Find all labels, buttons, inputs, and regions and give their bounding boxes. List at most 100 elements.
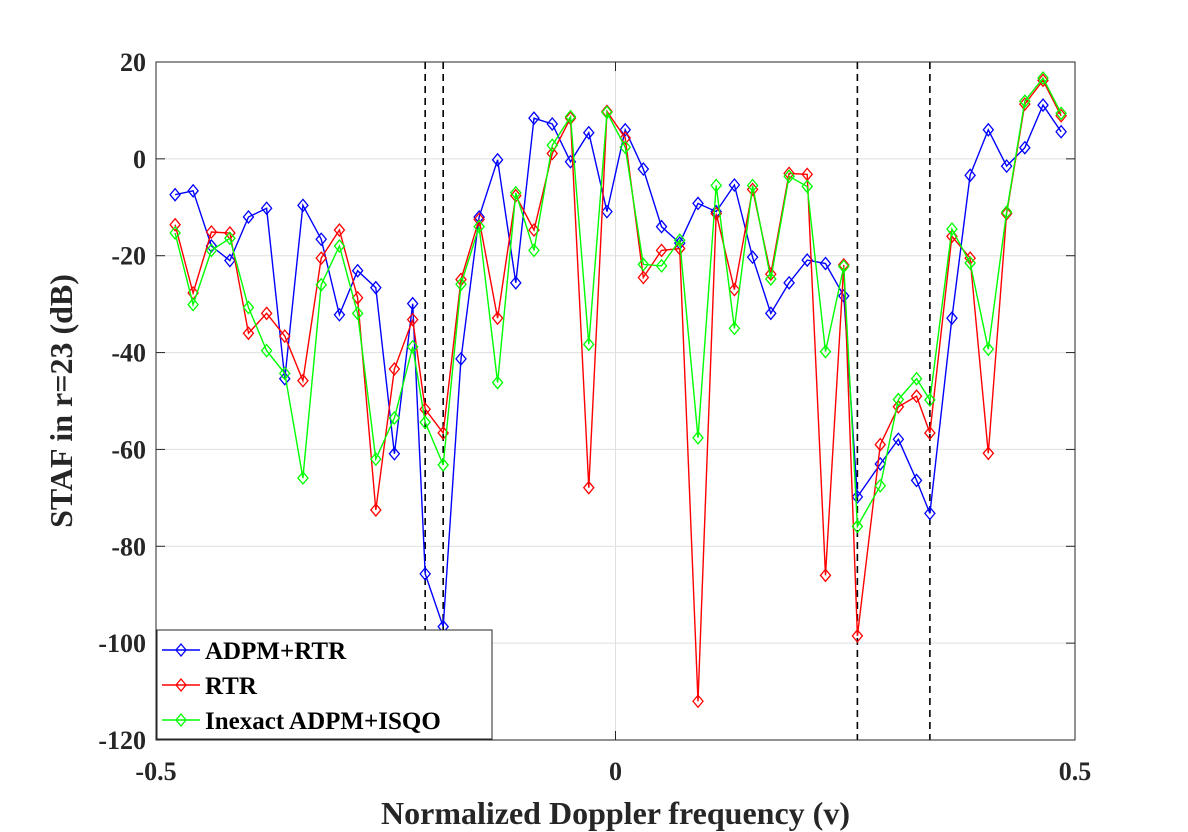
- data-point: [910, 473, 923, 488]
- data-point: [224, 253, 236, 268]
- data-point: [1055, 106, 1067, 121]
- data-point: [1037, 70, 1049, 85]
- data-point: [582, 125, 595, 140]
- data-point: [333, 307, 346, 322]
- data-point: [673, 241, 686, 256]
- data-point: [528, 111, 540, 126]
- data-point: [673, 233, 686, 248]
- data-point: [406, 296, 419, 311]
- data-point: [619, 131, 632, 146]
- data-point: [509, 185, 522, 200]
- y-tick-label: -120: [98, 726, 146, 755]
- x-tick-label: -0.5: [135, 757, 176, 786]
- data-point: [746, 178, 759, 193]
- data-point: [455, 351, 467, 366]
- data-point: [297, 373, 309, 388]
- data-point: [837, 288, 850, 303]
- data-point: [924, 393, 936, 408]
- x-tick-label: 0: [609, 757, 622, 786]
- data-point: [1018, 94, 1031, 109]
- y-tick-label: -40: [111, 339, 146, 368]
- data-point: [315, 232, 328, 247]
- data-point: [187, 183, 199, 198]
- data-point: [260, 201, 273, 216]
- data-point: [419, 566, 432, 581]
- data-point: [874, 456, 887, 471]
- y-tick-label: -60: [111, 435, 146, 464]
- data-point: [369, 452, 382, 467]
- data-point: [764, 267, 777, 282]
- data-point: [491, 311, 504, 326]
- legend-entry: RTR: [162, 673, 258, 700]
- data-point: [819, 344, 832, 359]
- y-tick-label: -100: [98, 629, 146, 658]
- data-point: [619, 122, 632, 137]
- legend: ADPM+RTR RTR Inexact ADPM+ISQO: [156, 629, 493, 740]
- data-point: [982, 122, 995, 137]
- y-tick-label: -80: [111, 532, 146, 561]
- axis-ticks: 20 0 -20 -40 -60 -80 -100 -120-0.5 0 0.5: [98, 48, 1091, 786]
- data-point: [406, 339, 419, 354]
- data-point: [260, 343, 273, 358]
- data-point: [242, 326, 255, 341]
- data-point: [406, 312, 419, 327]
- data-point: [187, 297, 199, 312]
- data-point: [473, 219, 485, 234]
- series-line: [174, 79, 1062, 702]
- data-point: [837, 259, 850, 274]
- legend-label: ADPM+RTR: [205, 638, 347, 665]
- data-point: [564, 109, 577, 124]
- data-point: [601, 204, 613, 219]
- data-point: [369, 502, 382, 517]
- data-point: [964, 255, 976, 270]
- data-point: [205, 224, 218, 239]
- data-point: [692, 430, 704, 445]
- data-point: [728, 177, 741, 193]
- data-point: [1037, 98, 1049, 113]
- data-point: [351, 263, 364, 278]
- data-point: [169, 217, 181, 232]
- data-series: [169, 70, 1067, 709]
- data-point: [655, 219, 668, 234]
- data-point: [388, 446, 401, 461]
- data-point: [546, 146, 559, 161]
- data-point: [710, 178, 723, 193]
- data-point: [491, 152, 504, 167]
- data-point: [351, 290, 364, 305]
- data-point: [1018, 97, 1031, 112]
- data-point: [388, 362, 401, 377]
- data-point: [924, 506, 936, 521]
- data-point: [637, 257, 650, 272]
- legend-marker: [175, 677, 187, 693]
- y-axis-label: STAF in r=23 (dB): [43, 274, 79, 528]
- data-point: [437, 457, 450, 472]
- data-point: [851, 489, 864, 504]
- data-point: [764, 306, 777, 321]
- data-point: [315, 277, 328, 292]
- data-point: [278, 371, 291, 386]
- data-point: [783, 169, 795, 184]
- legend-marker: [175, 712, 187, 728]
- data-point: [764, 271, 777, 286]
- data-point: [242, 209, 255, 224]
- series-line: [174, 103, 1062, 627]
- data-point: [874, 437, 887, 452]
- data-point: [892, 399, 905, 414]
- data-point: [892, 432, 905, 447]
- x-axis-label: Normalized Doppler frequency (v): [381, 795, 850, 831]
- data-point: [851, 628, 864, 643]
- data-point: [655, 258, 668, 273]
- data-point: [819, 256, 832, 271]
- data-point: [1000, 205, 1013, 220]
- data-point: [964, 168, 976, 183]
- data-point: [746, 250, 759, 265]
- data-point: [637, 270, 650, 285]
- data-point: [169, 225, 181, 240]
- data-point: [333, 239, 346, 254]
- data-point: [1055, 124, 1067, 139]
- legend-box: [156, 629, 493, 740]
- legend-label: Inexact ADPM+ISQO: [205, 708, 441, 735]
- data-point: [874, 478, 887, 493]
- data-point: [205, 243, 218, 258]
- data-point: [910, 389, 923, 404]
